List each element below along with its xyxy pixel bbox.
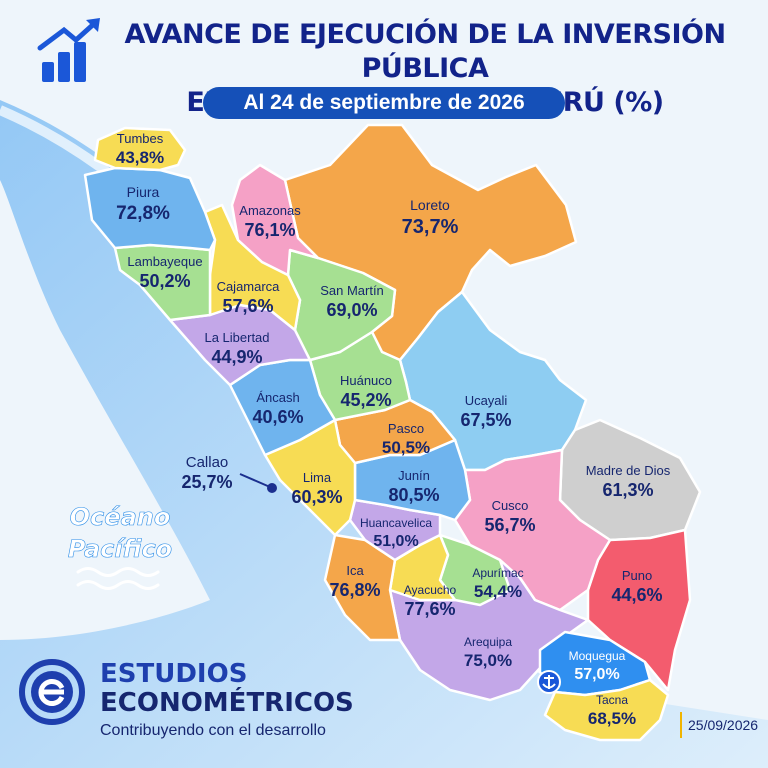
region-value-pasco: 50,5%: [382, 438, 430, 457]
bar-chart-up-icon: [37, 18, 100, 82]
ocean-label-line-1: Océano: [70, 503, 171, 531]
logo-brand: ESTUDIOS ECONOMÉTRICOS: [100, 660, 354, 718]
region-value-lima: 60,3%: [291, 487, 342, 507]
region-value-callao: 25,7%: [181, 472, 232, 492]
region-name-loreto: Loreto: [410, 197, 450, 213]
anchor-icon: [537, 670, 561, 694]
region-amazonas: [230, 163, 320, 277]
region-name-ucayali: Ucayali: [465, 393, 508, 408]
region-name-tacna: Tacna: [596, 693, 628, 707]
region-value-puno: 44,6%: [611, 585, 662, 605]
region-name-lima: Lima: [303, 470, 332, 485]
region-name-cusco: Cusco: [492, 498, 529, 513]
region-value-cajamarca: 57,6%: [222, 296, 273, 316]
region-name-huancavelica: Huancavelica: [360, 516, 432, 530]
region-value-madre-de-dios: 61,3%: [602, 480, 653, 500]
region-value-apurimac: 54,4%: [474, 582, 522, 601]
region-value-ayacucho: 77,6%: [404, 599, 455, 619]
region-value-san-martin: 69,0%: [326, 300, 377, 320]
region-value-huanuco: 45,2%: [340, 390, 391, 410]
region-name-callao: Callao: [186, 454, 229, 471]
region-value-ucayali: 67,5%: [460, 410, 511, 430]
region-name-lambayeque: Lambayeque: [127, 254, 202, 269]
callao-marker: [267, 483, 277, 493]
region-name-cajamarca: Cajamarca: [217, 279, 281, 294]
region-value-loreto: 73,7%: [402, 216, 459, 238]
brand-line-2: ECONOMÉTRICOS: [100, 688, 354, 718]
region-value-la-libertad: 44,9%: [211, 347, 262, 367]
region-name-puno: Puno: [622, 568, 652, 583]
region-cusco: [453, 448, 612, 612]
region-name-piura: Piura: [127, 184, 160, 200]
region-name-tumbes: Tumbes: [117, 131, 164, 146]
footer-date: 25/09/2026: [688, 717, 759, 733]
region-name-ancash: Áncash: [256, 390, 299, 405]
region-name-ica: Ica: [346, 563, 364, 578]
region-name-la-libertad: La Libertad: [204, 330, 269, 345]
region-value-moquegua: 57,0%: [574, 666, 619, 683]
waves-icon: [76, 567, 160, 590]
region-tumbes: [93, 126, 187, 172]
title-line-1: AVANCE DE EJECUCIÓN DE LA INVERSIÓN PÚBL…: [124, 19, 726, 84]
region-value-arequipa: 75,0%: [464, 651, 512, 670]
region-value-junin: 80,5%: [388, 485, 439, 505]
region-value-huancavelica: 51,0%: [373, 533, 418, 550]
region-name-moquegua: Moquegua: [569, 649, 626, 663]
date-badge: Al 24 de septiembre de 2026: [203, 87, 565, 119]
region-value-tacna: 68,5%: [588, 709, 636, 728]
region-name-apurimac: Apurímac: [472, 566, 523, 580]
region-value-tumbes: 43,8%: [116, 148, 164, 167]
region-name-ayacucho: Ayacucho: [404, 583, 457, 597]
logo-e-icon: [19, 659, 85, 725]
region-value-ancash: 40,6%: [252, 407, 303, 427]
region-value-lambayeque: 50,2%: [139, 271, 190, 291]
region-value-ica: 76,8%: [329, 580, 380, 600]
region-name-amazonas: Amazonas: [239, 203, 301, 218]
region-name-madre-de-dios: Madre de Dios: [586, 463, 671, 478]
region-name-san-martin: San Martín: [320, 283, 384, 298]
logo-tagline: Contribuyendo con el desarrollo: [100, 722, 326, 739]
region-name-huanuco: Huánuco: [340, 373, 392, 388]
region-value-cusco: 56,7%: [484, 515, 535, 535]
footer-divider: [680, 712, 682, 738]
brand-line-1: ESTUDIOS: [100, 659, 248, 689]
region-name-pasco: Pasco: [388, 421, 424, 436]
region-value-piura: 72,8%: [116, 203, 170, 224]
region-name-junin: Junín: [398, 468, 430, 483]
region-tacna: [543, 678, 670, 742]
callao-leader-line: [239, 473, 271, 488]
region-name-arequipa: Arequipa: [464, 635, 512, 649]
ocean-label-line-2: Pacífico: [68, 535, 172, 563]
region-value-amazonas: 76,1%: [244, 220, 295, 240]
